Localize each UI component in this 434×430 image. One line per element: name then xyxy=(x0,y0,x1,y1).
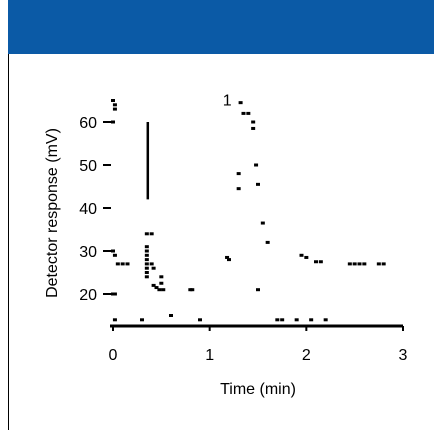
data-point xyxy=(112,103,117,107)
data-point xyxy=(144,232,149,236)
data-point xyxy=(120,262,125,266)
data-point xyxy=(251,120,256,124)
data-point xyxy=(251,126,256,130)
data-point xyxy=(144,253,149,257)
data-point xyxy=(144,258,149,262)
data-point xyxy=(198,318,202,322)
x-tick-label-3: 3 xyxy=(399,347,408,364)
data-point xyxy=(161,288,166,292)
y-tick-label-20: 20 xyxy=(79,287,97,304)
y-axis-label: Detector response (mV) xyxy=(44,128,61,298)
data-point xyxy=(151,283,156,287)
data-point xyxy=(144,266,149,270)
data-point xyxy=(144,245,149,249)
data-point xyxy=(144,275,149,279)
data-point xyxy=(125,262,130,266)
data-point xyxy=(144,249,149,253)
data-point xyxy=(314,260,318,264)
data-point xyxy=(309,318,314,322)
data-point xyxy=(265,240,270,244)
data-point xyxy=(151,266,156,270)
y-tick-label-50: 50 xyxy=(79,158,97,175)
data-point xyxy=(140,318,144,322)
data-point xyxy=(318,260,323,264)
chart-panel xyxy=(8,54,434,430)
data-point xyxy=(154,286,159,290)
data-point xyxy=(304,255,309,259)
data-point xyxy=(241,111,246,115)
data-point xyxy=(256,182,260,186)
x-tick-label-2: 2 xyxy=(302,347,311,364)
data-point xyxy=(112,107,117,111)
data-point xyxy=(236,172,241,176)
data-point xyxy=(236,187,241,191)
data-point xyxy=(115,262,120,266)
y-tick-label-60: 60 xyxy=(79,115,97,132)
data-point xyxy=(275,318,280,322)
data-point xyxy=(144,262,149,266)
data-point xyxy=(294,318,299,322)
data-point xyxy=(149,262,154,266)
data-point xyxy=(246,111,251,115)
data-point xyxy=(323,318,328,322)
data-point xyxy=(144,271,149,274)
data-point xyxy=(256,288,260,292)
data-point xyxy=(112,292,117,296)
data-point xyxy=(280,318,285,322)
data-point xyxy=(225,255,230,259)
x-axis-label: Time (min) xyxy=(220,381,296,398)
data-point xyxy=(169,314,173,317)
data-point xyxy=(111,99,115,102)
data-point xyxy=(254,163,259,167)
data-point xyxy=(227,258,231,262)
y-tick-label-30: 30 xyxy=(79,244,97,261)
data-point xyxy=(381,262,386,266)
x-tick-label-1: 1 xyxy=(205,347,214,364)
y-tick-label-40: 40 xyxy=(79,201,97,218)
x-tick-label-0: 0 xyxy=(109,347,118,364)
data-point xyxy=(352,262,357,266)
data-point xyxy=(347,262,352,266)
data-point xyxy=(299,253,304,257)
data-point xyxy=(112,253,117,257)
data-point xyxy=(112,318,117,322)
data-point xyxy=(111,120,115,124)
data-point xyxy=(260,221,265,225)
data-point xyxy=(111,249,115,253)
peak-label-1: 1 xyxy=(223,93,232,110)
data-point xyxy=(190,288,195,292)
data-point xyxy=(149,232,154,236)
data-point xyxy=(238,101,243,105)
data-point xyxy=(357,262,362,266)
data-point xyxy=(362,262,367,266)
data-point xyxy=(157,288,162,292)
header-bar xyxy=(8,0,434,54)
data-point xyxy=(159,275,164,279)
data-point xyxy=(376,262,381,266)
data-point xyxy=(159,281,164,285)
